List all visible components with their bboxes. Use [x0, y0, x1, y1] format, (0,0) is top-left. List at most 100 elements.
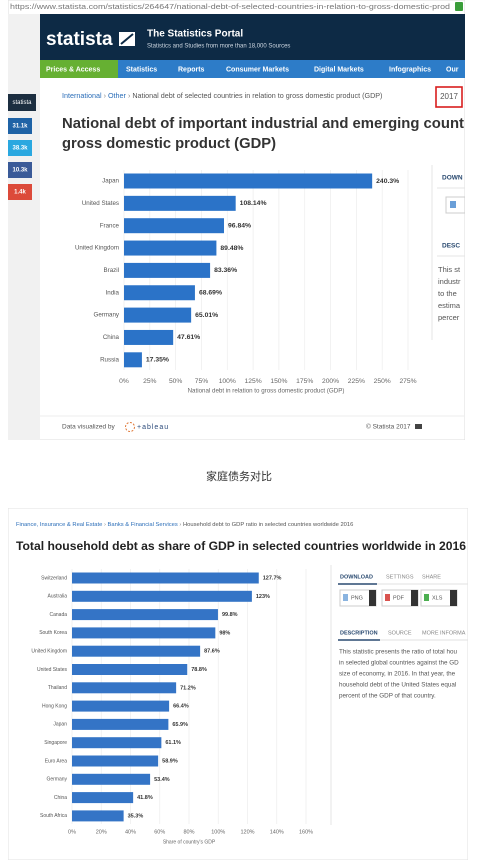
bar[interactable]	[72, 755, 159, 767]
breadcrumb-sep: ›	[104, 522, 106, 528]
dropdown[interactable]	[369, 590, 376, 606]
bar[interactable]	[72, 609, 218, 621]
bar[interactable]	[72, 645, 201, 657]
x-tick-label: 40%	[125, 829, 136, 835]
nav-item[interactable]: Consumer Markets	[226, 66, 289, 73]
bar[interactable]	[124, 262, 211, 278]
x-axis-label: National debt in relation to gross domes…	[188, 388, 345, 395]
browser-icon[interactable]	[455, 2, 463, 11]
breadcrumb: International › Other › National debt of…	[62, 91, 382, 100]
panel-text: in selected global countries against the…	[339, 660, 459, 667]
x-tick-label: 50%	[169, 378, 182, 385]
panel-tab[interactable]: SHARE	[422, 574, 441, 580]
bar[interactable]	[124, 285, 195, 301]
x-tick-label: 225%	[348, 378, 365, 385]
nav-item[interactable]: Digital Markets	[314, 66, 364, 73]
panel-tab[interactable]: DOWN	[442, 175, 463, 182]
category-label: Japan	[53, 722, 67, 728]
flag-icon[interactable]	[415, 424, 422, 429]
breadcrumb-year: 2017	[440, 92, 458, 101]
url[interactable]: https://www.statista.com/statistics/2646…	[10, 2, 450, 11]
bar[interactable]	[72, 773, 151, 785]
breadcrumb-current: Household debt to GDP ratio in selected …	[183, 522, 353, 528]
x-tick-label: 0%	[119, 378, 129, 385]
bar[interactable]	[72, 627, 216, 639]
panel-tab[interactable]: SETTINGS	[386, 574, 414, 580]
panel-tab[interactable]: SOURCE	[388, 630, 412, 636]
bar[interactable]	[72, 700, 170, 712]
tableau-icon	[125, 422, 135, 432]
bar[interactable]	[124, 218, 225, 234]
panel-text: This statistic presents the ratio of tot…	[339, 649, 457, 656]
x-tick-label: 275%	[399, 378, 416, 385]
category-label: United Kingdom	[31, 649, 67, 655]
value-label: 53.4%	[154, 777, 170, 783]
share-button[interactable]	[8, 118, 32, 134]
bar[interactable]	[124, 307, 192, 323]
bar[interactable]	[124, 195, 236, 211]
category-label: South Korea	[39, 630, 67, 636]
value-label: 108.14%	[240, 200, 267, 207]
highlight-box	[435, 86, 463, 108]
footer-copyright: © Statista 2017	[366, 423, 411, 431]
bar[interactable]	[72, 664, 188, 675]
category-label: Singapore	[44, 740, 67, 746]
panel-tab[interactable]: DOWNLOAD	[340, 574, 373, 580]
category-label: Japan	[102, 178, 119, 185]
category-label: Brazil	[104, 267, 119, 274]
bar[interactable]	[124, 329, 174, 345]
panel-tab[interactable]: DESC	[442, 243, 460, 250]
bar[interactable]	[72, 718, 169, 730]
x-tick-label: 75%	[195, 378, 208, 385]
bar[interactable]	[72, 810, 124, 822]
share-button[interactable]	[8, 140, 32, 156]
dropdown[interactable]	[411, 590, 418, 606]
panel-tab[interactable]: MORE INFORMA	[422, 630, 466, 636]
value-label: 99.8%	[222, 612, 238, 618]
nav-item[interactable]: Prices & Access	[46, 66, 100, 73]
value-label: 65.9%	[172, 722, 188, 728]
breadcrumb-link[interactable]: International	[62, 91, 102, 100]
nav-item[interactable]: Our	[446, 66, 459, 73]
chart-title: Total household debt as share of GDP in …	[16, 539, 466, 553]
tableau-logo[interactable]: +ableau	[137, 424, 169, 431]
category-label: China	[103, 334, 120, 341]
bar[interactable]	[72, 682, 177, 694]
x-tick-label: 20%	[96, 829, 107, 835]
panel-text: size of economy, in 2016. In that year, …	[339, 671, 456, 678]
nav-item[interactable]: Infographics	[389, 66, 431, 73]
value-label: 96.84%	[228, 222, 251, 229]
share-count: 10.3k	[12, 168, 28, 174]
bar[interactable]	[124, 173, 373, 189]
x-tick-label: 250%	[374, 378, 391, 385]
share-button[interactable]	[8, 162, 32, 178]
bar[interactable]	[72, 792, 134, 804]
breadcrumb-link[interactable]: Finance, Insurance & Real Estate	[16, 522, 102, 528]
bar[interactable]	[72, 572, 259, 584]
bar[interactable]	[124, 352, 142, 368]
dropdown[interactable]	[450, 590, 457, 606]
caption: 家庭债务对比	[206, 469, 272, 483]
share-button[interactable]	[8, 184, 32, 200]
breadcrumb-link[interactable]: Banks & Financial Services	[108, 522, 178, 528]
share-brand[interactable]	[8, 94, 36, 111]
category-label: Germany	[94, 312, 120, 319]
bar[interactable]	[72, 737, 162, 749]
breadcrumb-link[interactable]: Other	[108, 91, 127, 100]
bar[interactable]	[124, 240, 217, 256]
header-subtitle: Statistics and Studies from more than 18…	[147, 44, 290, 50]
bar[interactable]	[72, 590, 252, 602]
value-label: 78.8%	[191, 667, 207, 673]
x-tick-label: 60%	[154, 829, 165, 835]
panel-text: percent of the GDP of that country.	[339, 693, 436, 700]
nav-item[interactable]: Reports	[178, 66, 205, 73]
value-label: 240.3%	[376, 178, 399, 185]
value-label: 35.3%	[128, 813, 144, 819]
value-label: 68.69%	[199, 290, 222, 297]
category-label: United Kingdom	[75, 245, 119, 252]
nav-item[interactable]: Statistics	[126, 66, 157, 73]
panel-tab[interactable]: DESCRIPTION	[340, 630, 378, 636]
logo[interactable]: statista	[46, 29, 113, 50]
category-label: United States	[82, 200, 119, 207]
